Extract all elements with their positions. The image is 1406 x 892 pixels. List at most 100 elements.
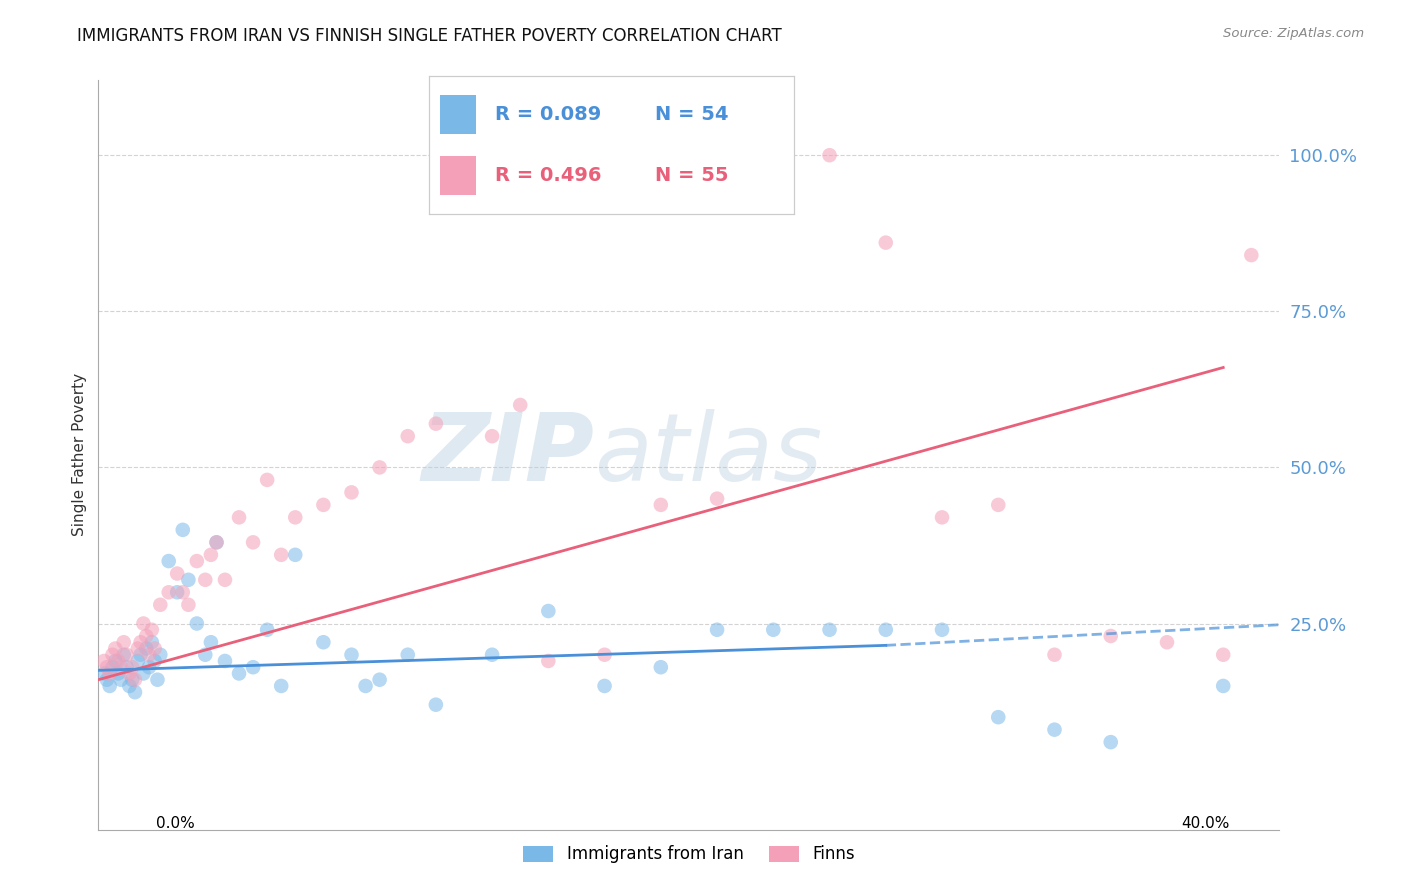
Point	[93, 666, 115, 681]
Point	[124, 673, 146, 687]
Text: Source: ZipAtlas.com: Source: ZipAtlas.com	[1223, 27, 1364, 40]
Point	[132, 616, 155, 631]
Point	[875, 623, 897, 637]
Point	[96, 660, 118, 674]
Point	[284, 548, 307, 562]
Point	[186, 616, 208, 631]
Point	[112, 648, 135, 662]
Text: 0.0%: 0.0%	[156, 816, 195, 831]
Point	[340, 648, 363, 662]
Point	[481, 648, 503, 662]
Point	[110, 673, 132, 687]
Point	[354, 679, 377, 693]
Point	[340, 485, 363, 500]
Point	[141, 635, 163, 649]
Point	[706, 491, 728, 506]
Point	[104, 654, 127, 668]
Point	[1099, 629, 1122, 643]
Point	[166, 566, 188, 581]
Point	[157, 554, 180, 568]
Point	[121, 660, 143, 674]
Point	[368, 460, 391, 475]
Point	[818, 148, 841, 162]
Text: R = 0.089: R = 0.089	[495, 105, 600, 124]
Point	[112, 635, 135, 649]
Point	[242, 660, 264, 674]
Point	[101, 660, 124, 674]
Point	[166, 585, 188, 599]
Point	[149, 598, 172, 612]
Point	[186, 554, 208, 568]
Y-axis label: Single Father Poverty: Single Father Poverty	[72, 374, 87, 536]
Point	[396, 648, 419, 662]
Point	[706, 623, 728, 637]
Point	[762, 623, 785, 637]
Point	[146, 673, 169, 687]
Point	[228, 666, 250, 681]
Point	[593, 679, 616, 693]
Point	[509, 398, 531, 412]
Point	[172, 585, 194, 599]
Point	[1212, 679, 1234, 693]
Point	[194, 648, 217, 662]
Point	[132, 666, 155, 681]
Text: 40.0%: 40.0%	[1181, 816, 1229, 831]
Point	[987, 710, 1010, 724]
Point	[1043, 648, 1066, 662]
Point	[96, 673, 118, 687]
Point	[115, 648, 138, 662]
Point	[762, 148, 785, 162]
Point	[200, 548, 222, 562]
Point	[101, 648, 124, 662]
Point	[177, 573, 200, 587]
Point	[270, 548, 292, 562]
Point	[368, 673, 391, 687]
Point	[875, 235, 897, 250]
Point	[135, 641, 157, 656]
Point	[98, 679, 121, 693]
Point	[98, 666, 121, 681]
Point	[127, 641, 149, 656]
Point	[1043, 723, 1066, 737]
Point	[127, 654, 149, 668]
Point	[256, 623, 278, 637]
Point	[1156, 635, 1178, 649]
Point	[107, 654, 129, 668]
Point	[1212, 648, 1234, 662]
Point	[129, 635, 152, 649]
Point	[396, 429, 419, 443]
Point	[205, 535, 228, 549]
Point	[135, 629, 157, 643]
Point	[425, 698, 447, 712]
Point	[143, 654, 166, 668]
Point	[129, 648, 152, 662]
Point	[93, 654, 115, 668]
Point	[481, 429, 503, 443]
Point	[118, 666, 141, 681]
Point	[194, 573, 217, 587]
Point	[650, 498, 672, 512]
Text: N = 55: N = 55	[655, 166, 728, 185]
Point	[118, 679, 141, 693]
Point	[157, 585, 180, 599]
Point	[115, 660, 138, 674]
Point	[1240, 248, 1263, 262]
Bar	[440, 156, 477, 194]
Point	[256, 473, 278, 487]
Point	[312, 635, 335, 649]
Point	[149, 648, 172, 662]
Point	[121, 673, 143, 687]
Point	[104, 641, 127, 656]
Point	[214, 654, 236, 668]
Point	[242, 535, 264, 549]
Point	[593, 648, 616, 662]
Point	[214, 573, 236, 587]
Point	[931, 623, 953, 637]
Point	[987, 498, 1010, 512]
Point	[312, 498, 335, 512]
Legend: Immigrants from Iran, Finns: Immigrants from Iran, Finns	[516, 838, 862, 870]
Text: R = 0.496: R = 0.496	[495, 166, 602, 185]
Point	[228, 510, 250, 524]
Point	[270, 679, 292, 693]
Point	[537, 654, 560, 668]
